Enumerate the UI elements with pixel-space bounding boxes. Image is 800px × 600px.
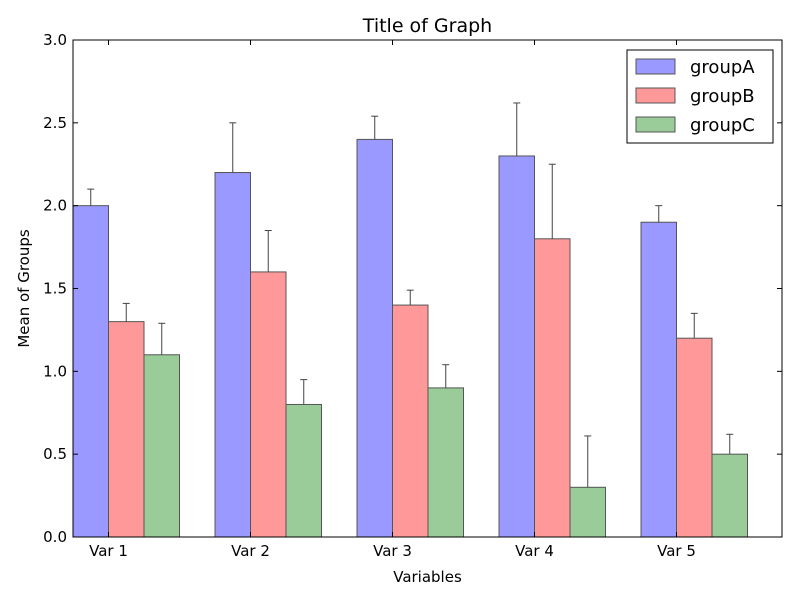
bar-groupC-2	[285, 403, 322, 538]
x-tick-label: Var 4	[515, 542, 554, 560]
legend-label-groupC: groupC	[690, 115, 755, 136]
x-tick-label: Var 3	[373, 542, 412, 560]
bar-groupA-3	[356, 138, 393, 538]
chart-title: Title of Graph	[362, 15, 492, 37]
bar-groupC-5	[711, 453, 748, 538]
y-tick-label: 1.5	[43, 280, 67, 298]
y-axis-title: Mean of Groups	[15, 229, 33, 348]
y-tick-label: 3.0	[43, 31, 67, 49]
legend-swatch-groupA	[635, 58, 676, 75]
bar-groupB-4	[534, 238, 571, 538]
y-tick-label: 0.5	[43, 445, 67, 463]
error-bars-layer	[87, 102, 734, 488]
x-tick-label: Var 2	[231, 542, 270, 560]
x-axis-title: Variables	[393, 568, 462, 586]
bar-groupA-2	[214, 172, 251, 538]
legend-swatch-groupC	[635, 116, 676, 133]
bar-groupC-4	[569, 486, 606, 538]
bar-groupC-3	[427, 387, 464, 538]
legend-label-groupA: groupA	[690, 57, 755, 78]
bar-groupA-4	[498, 155, 535, 538]
y-tick-label: 2.0	[43, 197, 67, 215]
bar-groupA-1	[72, 205, 109, 538]
y-tick-label: 1.0	[43, 362, 67, 380]
legend-swatch-groupB	[635, 87, 676, 104]
bar-groupB-2	[250, 271, 287, 538]
x-tick-label: Var 1	[89, 542, 128, 560]
bar-groupB-1	[108, 321, 145, 538]
legend: groupA groupB groupC	[626, 49, 774, 144]
bar-groupB-5	[676, 337, 713, 538]
x-tick-label: Var 5	[657, 542, 696, 560]
y-tick-label: 0.0	[43, 528, 67, 546]
bar-groupB-3	[392, 304, 429, 538]
bar-groupC-1	[143, 354, 180, 538]
bars-layer	[72, 138, 748, 538]
bar-groupA-5	[640, 221, 677, 538]
ticks-layer: 0.0 0.5 1.0 1.5 2.0 2.5 3.0 Var 1 Var 2 Var 3 Var …	[43, 31, 782, 560]
legend-label-groupB: groupB	[690, 86, 755, 107]
y-tick-label: 2.5	[43, 114, 67, 132]
